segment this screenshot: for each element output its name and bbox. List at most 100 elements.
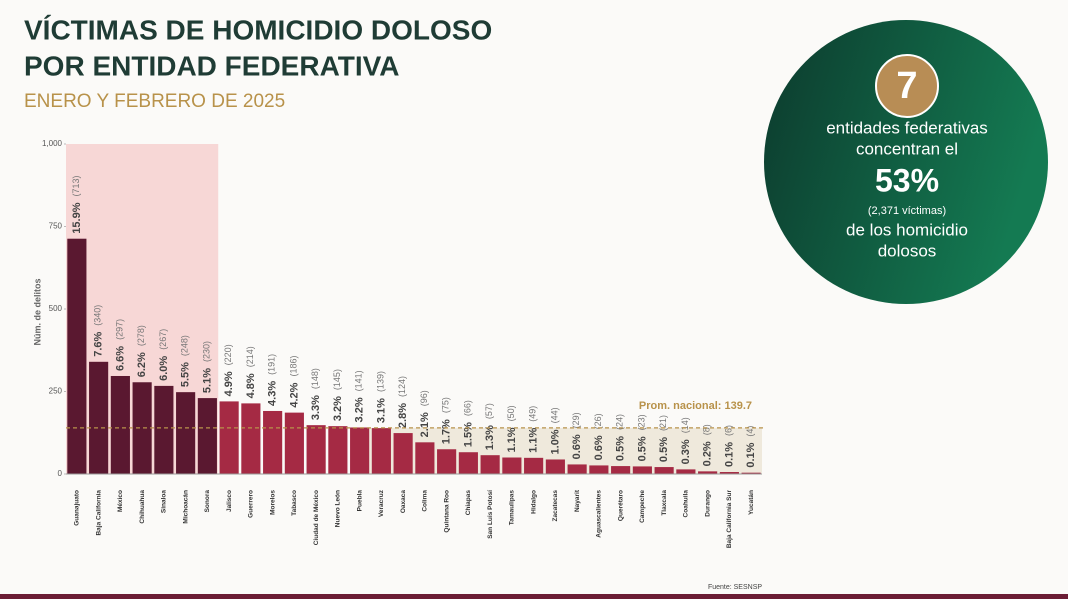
bar xyxy=(589,465,609,474)
share-label: 6.2% xyxy=(136,352,148,377)
share-label: 4.9% xyxy=(223,371,235,396)
value-label: (141) xyxy=(354,370,364,391)
share-label: 0.5% xyxy=(615,436,627,461)
bar-label: 6.0% (267) xyxy=(158,329,170,381)
x-tick-label: Baja California Sur xyxy=(726,490,733,549)
bar xyxy=(698,471,718,474)
x-tick-label: Morelos xyxy=(269,490,276,515)
value-label: (6) xyxy=(724,425,734,436)
share-label: 1.7% xyxy=(441,419,453,444)
share-label: 0.5% xyxy=(658,437,670,462)
x-tick-label: Chiapas xyxy=(465,490,472,516)
value-label: (23) xyxy=(637,414,647,430)
x-tick-label: Sonora xyxy=(204,490,211,513)
bar xyxy=(89,361,109,474)
bar xyxy=(415,442,435,474)
bar xyxy=(263,410,283,474)
x-tick-label: Guanajuato xyxy=(74,490,81,526)
bar-label: 0.6% (26) xyxy=(593,413,605,460)
x-tick-label: Coahuila xyxy=(683,490,690,518)
bar xyxy=(176,392,196,474)
value-label: (21) xyxy=(659,415,669,431)
bar xyxy=(110,375,130,474)
bar xyxy=(611,466,631,474)
x-tick-label: Zacatecas xyxy=(552,490,559,522)
bar-label: 0.6% (29) xyxy=(571,412,583,459)
bar xyxy=(502,457,522,474)
value-label: (124) xyxy=(398,376,408,397)
bar xyxy=(219,401,239,474)
x-tick-label: Durango xyxy=(704,490,711,517)
value-label: (24) xyxy=(615,414,625,430)
bar-label: 0.1% (4) xyxy=(745,426,757,468)
y-tick-label: 1,000 xyxy=(42,139,63,148)
bar xyxy=(480,455,500,474)
value-label: (191) xyxy=(267,354,277,375)
bar-label: 4.2% (186) xyxy=(288,356,300,408)
bar xyxy=(67,238,87,474)
share-label: 4.8% xyxy=(245,373,257,398)
bar xyxy=(393,433,413,474)
title-line: VÍCTIMAS DE HOMICIDIO DOLOSO xyxy=(24,14,492,45)
share-label: 3.2% xyxy=(332,396,344,421)
x-tick-label: Tabasco xyxy=(291,490,298,516)
x-tick-label: Colima xyxy=(422,490,429,512)
bar-label: 1.1% (49) xyxy=(528,406,540,453)
bar-label: 0.5% (21) xyxy=(658,415,670,462)
callout-circle xyxy=(764,20,1048,304)
value-label: (713) xyxy=(71,175,81,196)
share-label: 0.6% xyxy=(571,434,583,459)
value-label: (4) xyxy=(746,426,756,437)
share-label: 5.5% xyxy=(180,362,192,387)
bar-label: 3.2% (141) xyxy=(354,370,366,422)
value-label: (267) xyxy=(158,329,168,350)
bar xyxy=(241,403,261,474)
bar-label: 3.3% (148) xyxy=(310,368,322,420)
bar-label: 2.1% (96) xyxy=(419,390,431,437)
bar-label: 0.1% (6) xyxy=(723,425,735,467)
callout-count: 7 xyxy=(896,65,917,107)
x-tick-label: Tlaxcala xyxy=(661,490,668,516)
bar xyxy=(350,427,370,474)
bar xyxy=(458,452,478,474)
value-label: (214) xyxy=(245,346,255,367)
x-tick-label: Nuevo León xyxy=(335,490,342,527)
x-tick-label: Campeche xyxy=(639,490,646,523)
callout-text: entidades federativas xyxy=(826,118,988,137)
x-tick-label: Ciudad de México xyxy=(313,490,320,545)
value-label: (8) xyxy=(702,424,712,435)
share-label: 6.0% xyxy=(158,356,170,381)
bar xyxy=(676,469,696,474)
bar-label: 1.3% (57) xyxy=(484,403,496,450)
value-label: (96) xyxy=(419,390,429,406)
share-label: 0.6% xyxy=(593,435,605,460)
title-line: POR ENTIDAD FEDERATIVA xyxy=(24,50,399,81)
bar xyxy=(306,425,326,474)
y-axis-label: Núm. de delitos xyxy=(32,278,42,345)
subtitle: ENERO Y FEBRERO DE 2025 xyxy=(24,91,285,112)
x-tick-label: Aguascalientes xyxy=(596,490,603,538)
value-label: (145) xyxy=(332,369,342,390)
bar xyxy=(328,426,348,474)
bar-label: 4.3% (191) xyxy=(267,354,279,406)
x-tick-label: Hidalgo xyxy=(530,490,537,514)
bar-label: 4.8% (214) xyxy=(245,346,257,398)
callout-badge xyxy=(875,54,939,118)
bar-label: 1.0% (44) xyxy=(549,407,561,454)
bar xyxy=(741,472,761,474)
share-label: 7.6% xyxy=(93,332,105,357)
value-label: (148) xyxy=(311,368,321,389)
value-label: (57) xyxy=(485,403,495,419)
y-tick-label: 0 xyxy=(58,469,63,478)
value-label: (230) xyxy=(202,341,212,362)
x-tick-label: San Luis Potosí xyxy=(487,490,494,539)
bar-label: 2.8% (124) xyxy=(397,376,409,428)
bar-label: 0.5% (23) xyxy=(636,414,648,461)
callout-text: dolosos xyxy=(878,241,937,260)
value-label: (29) xyxy=(572,412,582,428)
bar-label: 6.6% (297) xyxy=(114,319,126,371)
share-label: 3.3% xyxy=(310,395,322,420)
bar-label: 1.5% (66) xyxy=(462,400,474,447)
share-label: 1.1% xyxy=(528,428,540,453)
